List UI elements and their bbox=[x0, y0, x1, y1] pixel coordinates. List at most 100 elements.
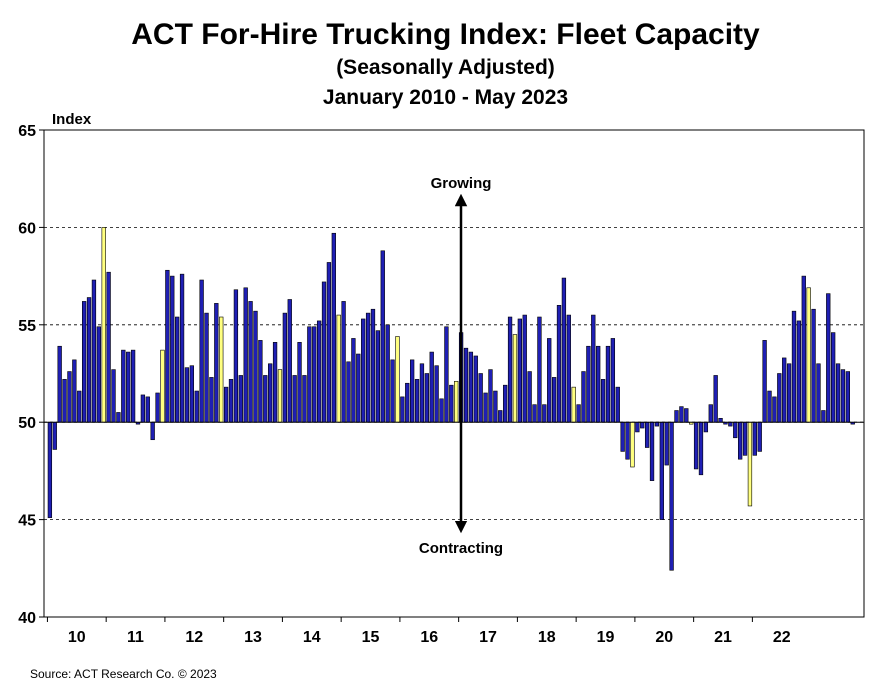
bar bbox=[644, 421, 650, 448]
bar bbox=[409, 359, 415, 423]
bar bbox=[512, 334, 518, 423]
bar bbox=[816, 363, 821, 423]
bar bbox=[664, 421, 669, 466]
bar bbox=[346, 361, 351, 423]
bar bbox=[796, 320, 802, 423]
bar bbox=[101, 227, 106, 423]
bar bbox=[429, 351, 434, 423]
source-note: Source: ACT Research Co. © 2023 bbox=[30, 667, 217, 681]
bar bbox=[737, 421, 743, 460]
bar bbox=[375, 330, 381, 423]
bar bbox=[62, 379, 67, 423]
bar bbox=[184, 367, 190, 423]
bar bbox=[718, 417, 723, 423]
bar bbox=[47, 421, 53, 518]
bar bbox=[77, 390, 82, 423]
bar bbox=[326, 262, 332, 423]
bar bbox=[478, 373, 483, 423]
bar bbox=[424, 373, 429, 423]
bar bbox=[434, 365, 439, 423]
bar bbox=[605, 345, 611, 423]
bar bbox=[635, 421, 640, 433]
x-tick-label: 22 bbox=[773, 629, 791, 646]
y-tick-label: 45 bbox=[18, 513, 36, 530]
chart-period: January 2010 - May 2023 bbox=[322, 86, 569, 109]
bar bbox=[263, 375, 268, 423]
bar bbox=[542, 404, 547, 423]
bar bbox=[488, 369, 493, 423]
bar bbox=[791, 310, 797, 423]
bar bbox=[238, 375, 243, 423]
bar bbox=[57, 345, 62, 423]
bar bbox=[277, 369, 283, 423]
bar bbox=[165, 269, 170, 423]
bar bbox=[503, 384, 508, 423]
bar bbox=[111, 369, 116, 423]
bar bbox=[370, 308, 376, 423]
bar bbox=[121, 349, 126, 423]
bar bbox=[596, 345, 601, 423]
bar bbox=[67, 371, 72, 423]
bar bbox=[258, 340, 263, 423]
bar bbox=[52, 421, 57, 450]
bar bbox=[708, 404, 713, 423]
bar bbox=[160, 349, 165, 423]
bar bbox=[551, 377, 557, 423]
bar bbox=[733, 421, 738, 439]
bar bbox=[365, 312, 371, 423]
bar bbox=[204, 312, 209, 423]
bar bbox=[767, 390, 772, 423]
bar bbox=[380, 250, 385, 423]
bar bbox=[640, 421, 645, 429]
bar bbox=[831, 332, 836, 423]
bar bbox=[630, 421, 635, 468]
bar bbox=[414, 379, 420, 423]
bar bbox=[321, 281, 327, 423]
bar bbox=[728, 421, 733, 427]
bar bbox=[96, 326, 101, 423]
bar bbox=[742, 421, 748, 456]
x-tick-label: 11 bbox=[127, 629, 144, 646]
bar bbox=[649, 421, 655, 481]
bar bbox=[507, 316, 513, 423]
growing-label: Growing bbox=[431, 175, 492, 192]
bar bbox=[703, 421, 709, 433]
x-tick-label: 15 bbox=[362, 629, 380, 646]
bar bbox=[659, 421, 664, 520]
bar bbox=[209, 377, 214, 423]
contracting-label: Contracting bbox=[419, 540, 503, 557]
bar bbox=[439, 398, 444, 423]
bar bbox=[757, 421, 762, 452]
bar bbox=[782, 357, 787, 423]
bar bbox=[845, 371, 851, 423]
bar bbox=[248, 301, 253, 423]
bar bbox=[150, 421, 155, 441]
bar bbox=[693, 421, 699, 470]
bar bbox=[454, 380, 459, 423]
bar bbox=[331, 232, 336, 423]
bar bbox=[821, 410, 826, 423]
x-tick-label: 17 bbox=[479, 629, 497, 646]
bar bbox=[189, 365, 195, 423]
bar bbox=[116, 412, 121, 423]
bar bbox=[498, 410, 503, 423]
bar bbox=[625, 421, 630, 460]
bar bbox=[140, 394, 146, 423]
y-tick-label: 40 bbox=[18, 610, 36, 627]
bar bbox=[302, 375, 307, 423]
bar bbox=[214, 303, 219, 423]
bar bbox=[179, 273, 185, 423]
bar bbox=[840, 369, 846, 423]
x-tick-label: 16 bbox=[420, 629, 438, 646]
bar bbox=[341, 301, 346, 423]
bar bbox=[615, 386, 620, 423]
bar bbox=[835, 363, 841, 423]
bar bbox=[444, 326, 449, 423]
bar bbox=[556, 305, 562, 423]
bar bbox=[233, 289, 239, 423]
bar bbox=[106, 271, 111, 423]
bar bbox=[312, 326, 317, 423]
bar bbox=[243, 287, 248, 423]
bar bbox=[219, 316, 224, 423]
bar bbox=[581, 371, 586, 423]
